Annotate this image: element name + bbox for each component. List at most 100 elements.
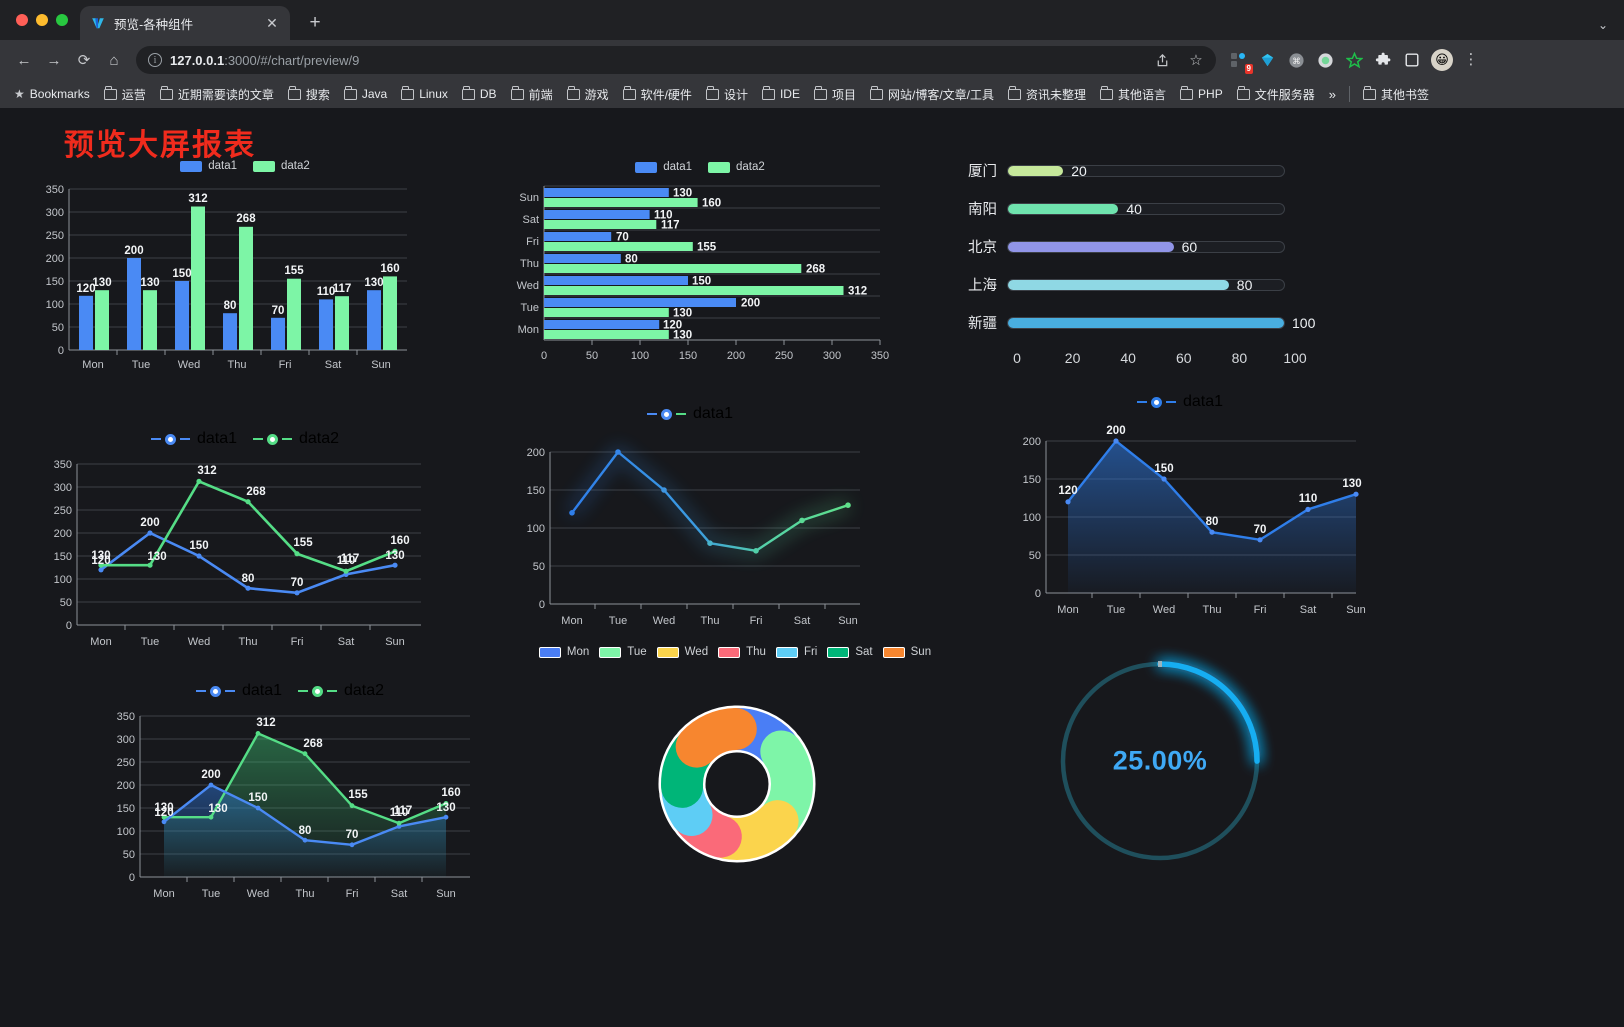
axis-tick: 0: [1013, 350, 1021, 366]
legend-item-wed[interactable]: Wed: [656, 646, 708, 658]
url-path: :3000/#/chart/preview/9: [224, 52, 360, 68]
bookmark-star-icon[interactable]: ☆: [1189, 52, 1203, 69]
chevron-down-icon[interactable]: ⌄: [1597, 18, 1608, 32]
bookmark-folder[interactable]: IDE: [756, 85, 806, 103]
bookmark-folder[interactable]: 资讯未整理: [1002, 84, 1092, 105]
svg-text:Tue: Tue: [141, 636, 160, 648]
svg-text:Thu: Thu: [239, 636, 258, 648]
page-title: 预览大屏报表: [64, 128, 256, 163]
bookmark-folder[interactable]: 搜索: [282, 84, 336, 105]
bookmark-folder[interactable]: 近期需要读的文章: [154, 84, 280, 105]
tab-title: 预览-各种组件: [114, 17, 194, 32]
legend-item-data2[interactable]: data2: [298, 682, 384, 700]
star-extension-icon[interactable]: [1344, 50, 1364, 70]
grid-extension-icon[interactable]: 9: [1228, 50, 1253, 74]
legend-item-data2[interactable]: data2: [708, 161, 765, 173]
legend-item-data1[interactable]: data1: [180, 160, 237, 172]
legend-item-mon[interactable]: Mon: [538, 646, 589, 658]
legend-item-tue[interactable]: Tue: [599, 646, 647, 658]
browser-tab[interactable]: 预览-各种组件 ✕: [80, 6, 290, 40]
other-bookmarks-folder[interactable]: 其他书签: [1357, 84, 1435, 105]
bookmark-folder[interactable]: 设计: [700, 84, 754, 105]
bookmark-folder[interactable]: Linux: [395, 85, 454, 103]
svg-text:130: 130: [673, 308, 692, 320]
svg-text:80: 80: [625, 254, 638, 266]
legend-item-data1[interactable]: data1: [150, 430, 237, 448]
legend-item-sun[interactable]: Sun: [882, 646, 931, 658]
svg-text:110: 110: [390, 807, 409, 819]
chart-legend: data1 data2: [500, 153, 900, 181]
profile-avatar[interactable]: 😀: [1431, 49, 1453, 71]
site-info-icon[interactable]: i: [148, 53, 162, 67]
legend-item-data1[interactable]: data1: [1136, 393, 1223, 411]
glow-line-chart: data1: [490, 400, 890, 635]
bookmarks-label[interactable]: ★ Bookmarks: [8, 85, 96, 103]
back-button[interactable]: ←: [16, 51, 32, 69]
maximize-window-button[interactable]: [56, 14, 68, 26]
progress-track[interactable]: 40: [1007, 201, 1285, 217]
svg-text:155: 155: [348, 789, 368, 801]
svg-text:Mon: Mon: [1057, 604, 1078, 616]
legend-item-data1[interactable]: data1: [195, 682, 282, 700]
diamond-extension-icon[interactable]: [1257, 50, 1277, 70]
bookmark-folder[interactable]: PHP: [1174, 85, 1229, 103]
legend-item-sat[interactable]: Sat: [827, 646, 873, 658]
progress-label: 新疆: [968, 316, 997, 332]
sidepanel-icon[interactable]: [1402, 50, 1422, 70]
bookmarks-overflow-button[interactable]: »: [1328, 86, 1336, 102]
bookmark-folder[interactable]: 项目: [808, 84, 862, 105]
svg-text:130: 130: [208, 803, 227, 815]
legend-item-data2[interactable]: data2: [253, 430, 339, 448]
bookmark-folder[interactable]: 前端: [505, 84, 559, 105]
svg-text:Fri: Fri: [279, 359, 292, 371]
donut-slice-sat: [661, 708, 813, 860]
circle-extension-icon[interactable]: [1315, 50, 1335, 70]
svg-text:312: 312: [188, 193, 207, 205]
legend-item-data1[interactable]: data1: [646, 405, 733, 423]
svg-text:120: 120: [91, 555, 110, 567]
svg-text:200: 200: [741, 298, 760, 310]
progress-track[interactable]: 100: [1007, 315, 1315, 331]
bookmark-folder[interactable]: Java: [338, 85, 393, 103]
bookmark-folder[interactable]: 网站/博客/文章/工具: [864, 84, 1000, 105]
progress-track[interactable]: 80: [1007, 277, 1285, 293]
folder-icon: [510, 86, 524, 100]
svg-text:150: 150: [172, 268, 191, 280]
bookmark-folder[interactable]: 其他语言: [1094, 84, 1172, 105]
svg-text:268: 268: [246, 486, 266, 498]
bookmark-folder[interactable]: 游戏: [561, 84, 615, 105]
close-tab-icon[interactable]: ✕: [266, 15, 278, 31]
svg-text:268: 268: [303, 738, 323, 750]
share-icon[interactable]: [1148, 46, 1176, 74]
legend-item-thu[interactable]: Thu: [718, 646, 766, 658]
browser-menu-icon[interactable]: ⋮: [1463, 50, 1479, 68]
bookmark-folder[interactable]: DB: [456, 85, 503, 103]
close-window-button[interactable]: [16, 14, 28, 26]
new-tab-button[interactable]: +: [309, 12, 321, 33]
legend-label: data2: [299, 430, 340, 447]
address-bar[interactable]: i 127.0.0.1:3000/#/chart/preview/9 ☆: [136, 46, 1216, 74]
progress-track[interactable]: 60: [1007, 239, 1285, 255]
extensions-area: 9 ⌘: [1228, 49, 1480, 74]
puzzle-extension-icon[interactable]: [1373, 50, 1393, 70]
progress-track[interactable]: 20: [1007, 163, 1285, 179]
reload-button[interactable]: ⟳: [77, 52, 91, 69]
bookmark-folder[interactable]: 运营: [98, 84, 152, 105]
donut-slice-tue: [661, 708, 813, 860]
home-button[interactable]: ⌂: [109, 51, 119, 69]
progress-row: 厦门 20: [955, 160, 1295, 181]
svg-text:Fri: Fri: [750, 615, 763, 627]
svg-text:200: 200: [46, 253, 64, 265]
legend-line: [1136, 401, 1147, 403]
svg-text:Mon: Mon: [90, 636, 111, 648]
svg-text:Sat: Sat: [391, 888, 408, 900]
legend-marker: [660, 408, 672, 420]
legend-item-data2[interactable]: data2: [253, 160, 310, 172]
bookmark-folder[interactable]: 文件服务器: [1231, 84, 1321, 105]
forward-button[interactable]: →: [46, 51, 62, 69]
bookmark-folder[interactable]: 软件/硬件: [617, 84, 698, 105]
legend-item-data1[interactable]: data1: [635, 161, 692, 173]
minimize-window-button[interactable]: [36, 14, 48, 26]
command-extension-icon[interactable]: ⌘: [1286, 50, 1306, 70]
legend-item-fri[interactable]: Fri: [775, 646, 817, 658]
